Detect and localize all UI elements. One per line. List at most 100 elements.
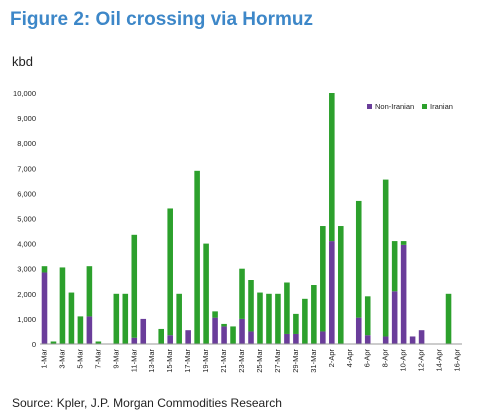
- y-tick-label: 4,000: [17, 240, 36, 249]
- x-tick-label: 29-Mar: [291, 349, 300, 373]
- y-tick-label: 2,000: [17, 290, 36, 299]
- x-tick-label: 23-Mar: [237, 349, 246, 373]
- x-tick-label: 17-Mar: [183, 349, 192, 373]
- bar-segment-iranian: [257, 292, 263, 344]
- x-tick-label: 21-Mar: [219, 349, 228, 373]
- bars: [41, 93, 452, 344]
- bar-segment-iranian: [212, 311, 218, 318]
- x-tick-label: 3-Mar: [57, 349, 66, 369]
- bar-segment-iranian: [50, 341, 57, 344]
- x-tick-label: 1-Mar: [39, 349, 48, 369]
- bar-segment-non-iranian: [364, 335, 371, 344]
- y-tick-label: 7,000: [17, 164, 36, 173]
- y-axis-unit-label: kbd: [12, 54, 33, 69]
- bar-segment-non-iranian: [131, 337, 138, 344]
- x-tick-label: 31-Mar: [309, 349, 318, 373]
- bar-segment-iranian: [311, 285, 317, 344]
- x-tick-label: 16-Apr: [453, 349, 462, 372]
- x-tick-label: 7-Mar: [93, 349, 102, 369]
- bar-segment-iranian: [275, 293, 281, 344]
- bar-segment-iranian: [68, 292, 75, 344]
- x-tick-label: 11-Mar: [129, 349, 138, 373]
- bar-segment-non-iranian: [409, 336, 416, 344]
- bar-segment-iranian: [355, 200, 362, 318]
- x-tick-label: 8-Apr: [381, 349, 390, 368]
- bar-segment-iranian: [194, 170, 200, 344]
- bar-segment-non-iranian: [221, 326, 227, 344]
- x-tick-label: 14-Apr: [435, 349, 444, 372]
- bar-segment-iranian: [41, 266, 48, 273]
- bar-segment-iranian: [167, 208, 173, 336]
- bar-segment-iranian: [391, 241, 398, 292]
- bar-segment-non-iranian: [284, 333, 290, 344]
- bar-segment-non-iranian: [212, 317, 218, 344]
- bar-segment-non-iranian: [86, 316, 93, 344]
- bar-segment-non-iranian: [355, 317, 362, 344]
- bar-segment-iranian: [320, 226, 326, 332]
- bar-segment-iranian: [86, 266, 93, 317]
- legend-label-iranian: Iranian: [430, 102, 453, 111]
- x-axis-ticks: 1-Mar 3-Mar 5-Mar 7-Mar 9-Mar 11-Mar 13-Mar 15-…: [39, 349, 461, 373]
- bar-segment-iranian: [284, 282, 290, 334]
- bar-segment-iranian: [329, 93, 335, 242]
- x-tick-label: 27-Mar: [273, 349, 282, 373]
- x-tick-label: 13-Mar: [147, 349, 156, 373]
- x-tick-label: 9-Mar: [111, 349, 120, 369]
- source-note: Source: Kpler, J.P. Morgan Commodities R…: [12, 396, 282, 410]
- bar-segment-iranian: [221, 323, 227, 327]
- bar-segment-non-iranian: [185, 330, 191, 344]
- x-tick-label: 15-Mar: [165, 349, 174, 373]
- y-tick-label: 6,000: [17, 189, 36, 198]
- bar-segment-iranian: [77, 316, 84, 344]
- y-tick-label: 9,000: [17, 114, 36, 123]
- bar-segment-non-iranian: [382, 336, 389, 344]
- x-tick-label: 12-Apr: [417, 349, 426, 372]
- y-tick-label: 5,000: [17, 215, 36, 224]
- bar-segment-iranian: [131, 234, 138, 338]
- y-tick-label: 10,000: [13, 89, 36, 98]
- bar-segment-iranian: [302, 298, 308, 344]
- x-tick-label: 19-Mar: [201, 349, 210, 373]
- bar-segment-non-iranian: [140, 318, 147, 344]
- legend-swatch-iranian: [422, 104, 427, 109]
- legend: Non-Iranian Iranian: [367, 102, 453, 111]
- y-tick-label: 8,000: [17, 139, 36, 148]
- y-tick-label: 1,000: [17, 315, 36, 324]
- bar-segment-iranian: [230, 326, 236, 344]
- bar-segment-non-iranian: [248, 331, 254, 344]
- y-axis-ticks: 0 1,000 2,000 3,000 4,000 5,000 6,000 7,000 8,00…: [13, 89, 36, 349]
- bar-segment-iranian: [445, 293, 452, 344]
- x-tick-label: 10-Apr: [399, 349, 408, 372]
- bar-segment-iranian: [266, 293, 272, 344]
- bar-segment-iranian: [338, 226, 344, 344]
- bar-segment-iranian: [158, 328, 164, 344]
- legend-label-non-iranian: Non-Iranian: [375, 102, 414, 111]
- bar-segment-non-iranian: [239, 318, 245, 344]
- figure-title: Figure 2: Oil crossing via Hormuz: [10, 9, 314, 30]
- bar-segment-iranian: [248, 280, 254, 332]
- bar-segment-non-iranian: [400, 244, 407, 344]
- bar-segment-iranian: [293, 313, 299, 334]
- bar-segment-iranian: [364, 296, 371, 336]
- bar-segment-iranian: [203, 243, 209, 344]
- bar-segment-iranian: [382, 179, 389, 337]
- bar-segment-non-iranian: [418, 330, 425, 344]
- x-tick-label: 25-Mar: [255, 349, 264, 373]
- x-tick-label: 4-Apr: [345, 349, 354, 368]
- bar-segment-non-iranian: [391, 291, 398, 344]
- legend-swatch-non-iranian: [367, 104, 372, 109]
- bar-segment-iranian: [122, 293, 129, 344]
- bar-segment-iranian: [95, 341, 102, 344]
- x-tick-label: 5-Mar: [75, 349, 84, 369]
- y-tick-label: 0: [32, 340, 36, 349]
- bar-segment-iranian: [59, 267, 66, 344]
- bar-segment-non-iranian: [167, 335, 173, 344]
- bar-segment-iranian: [400, 241, 407, 245]
- x-tick-label: 2-Apr: [327, 349, 336, 368]
- bar-segment-iranian: [176, 293, 182, 344]
- bar-segment-non-iranian: [293, 333, 299, 344]
- bar-segment-iranian: [239, 268, 245, 319]
- bar-segment-iranian: [113, 293, 120, 344]
- bar-segment-non-iranian: [320, 331, 326, 344]
